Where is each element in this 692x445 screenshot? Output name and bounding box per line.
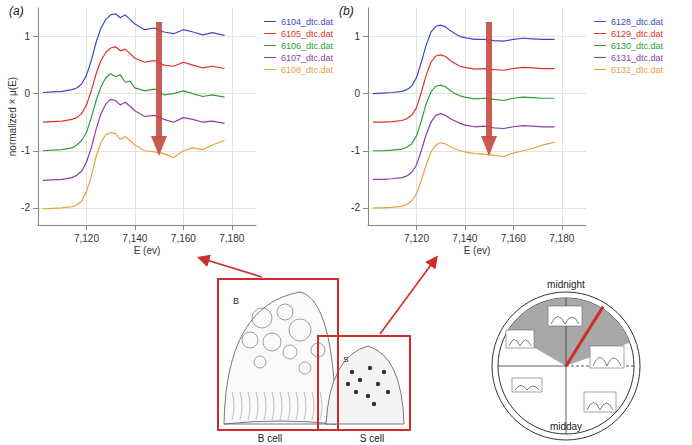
svg-text:S: S: [343, 355, 348, 364]
svg-text:6104_dtc.dat: 6104_dtc.dat: [281, 17, 334, 27]
svg-text:6128_dtc.dat: 6128_dtc.dat: [611, 17, 664, 27]
svg-text:6108_dtc.dat: 6108_dtc.dat: [281, 65, 334, 75]
svg-text:-2: -2: [21, 202, 30, 213]
svg-text:E (ev): E (ev): [134, 245, 161, 256]
svg-text:(b): (b): [339, 4, 354, 18]
svg-text:midday: midday: [550, 421, 582, 432]
svg-text:6130_dtc.dat: 6130_dtc.dat: [611, 41, 664, 51]
svg-text:7,160: 7,160: [171, 233, 196, 244]
svg-text:1: 1: [24, 31, 30, 42]
svg-text:7,140: 7,140: [122, 233, 147, 244]
svg-text:7,120: 7,120: [404, 233, 429, 244]
svg-text:7,140: 7,140: [452, 233, 477, 244]
svg-text:B cell: B cell: [258, 433, 282, 444]
svg-text:7,180: 7,180: [549, 233, 574, 244]
svg-text:midnight: midnight: [547, 279, 585, 290]
svg-text:-1: -1: [21, 145, 30, 156]
svg-text:6131_dtc.dat: 6131_dtc.dat: [611, 53, 664, 63]
svg-text:6107_dtc.dat: 6107_dtc.dat: [281, 53, 334, 63]
svg-text:6129_dtc.dat: 6129_dtc.dat: [611, 29, 664, 39]
svg-text:B: B: [233, 296, 239, 306]
svg-text:0: 0: [24, 88, 30, 99]
svg-text:6132_dtc.dat: 6132_dtc.dat: [611, 65, 664, 75]
svg-text:normalized × μ(E): normalized × μ(E): [7, 77, 18, 156]
svg-text:7,180: 7,180: [219, 233, 244, 244]
svg-text:1: 1: [354, 31, 360, 42]
svg-text:7,160: 7,160: [501, 233, 526, 244]
svg-text:7,120: 7,120: [74, 233, 99, 244]
svg-text:-1: -1: [351, 145, 360, 156]
svg-text:E (ev): E (ev): [464, 245, 491, 256]
svg-text:S cell: S cell: [360, 433, 384, 444]
svg-text:-2: -2: [351, 202, 360, 213]
svg-text:6105_dtc.dat: 6105_dtc.dat: [281, 29, 334, 39]
svg-text:(a): (a): [9, 4, 24, 18]
svg-text:0: 0: [354, 88, 360, 99]
svg-text:6106_dtc.dat: 6106_dtc.dat: [281, 41, 334, 51]
